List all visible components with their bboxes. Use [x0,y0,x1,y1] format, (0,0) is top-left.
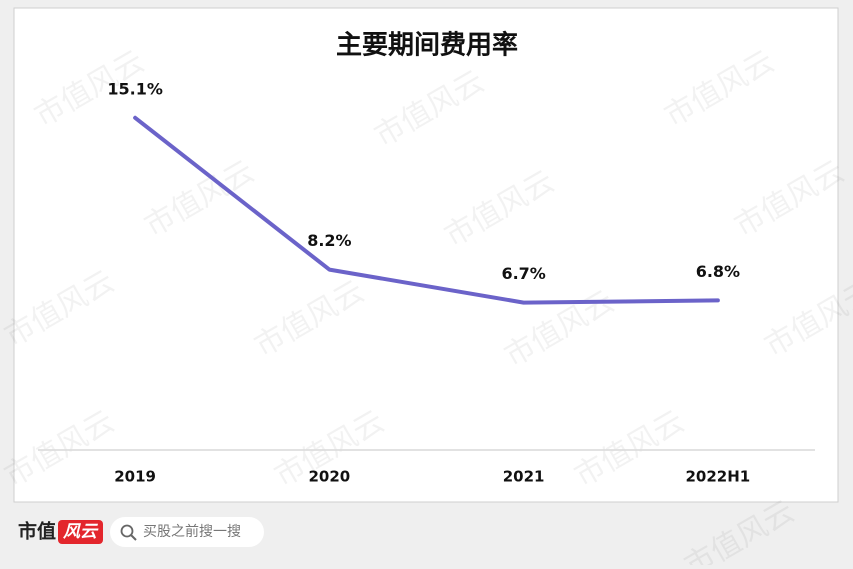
search-placeholder: 买股之前搜一搜 [143,523,241,540]
brand-badge [58,520,103,544]
x-tick-label: 2022H1 [686,468,751,486]
data-label: 8.2% [307,231,351,250]
brand-right: 风云 [63,522,99,542]
data-label: 6.8% [696,262,740,281]
search-field[interactable] [110,517,264,547]
brand-left: 市值 [18,520,56,543]
search-icon [120,524,134,538]
x-tick-label: 2019 [114,468,156,486]
x-tick-label: 2021 [503,468,545,486]
data-label: 6.7% [501,264,545,283]
search-box[interactable]: 买股之前搜一搜 [110,517,264,547]
footer-brand: 市值 风云 [18,520,103,544]
search-icon-handle [130,534,137,541]
chart-panel [13,7,839,503]
chart-title: 主要期间费用率 [336,30,518,61]
data-label: 15.1% [107,79,163,98]
x-tick-label: 2020 [309,468,351,486]
line [133,115,720,305]
watermark: 市值风云 [679,494,800,565]
